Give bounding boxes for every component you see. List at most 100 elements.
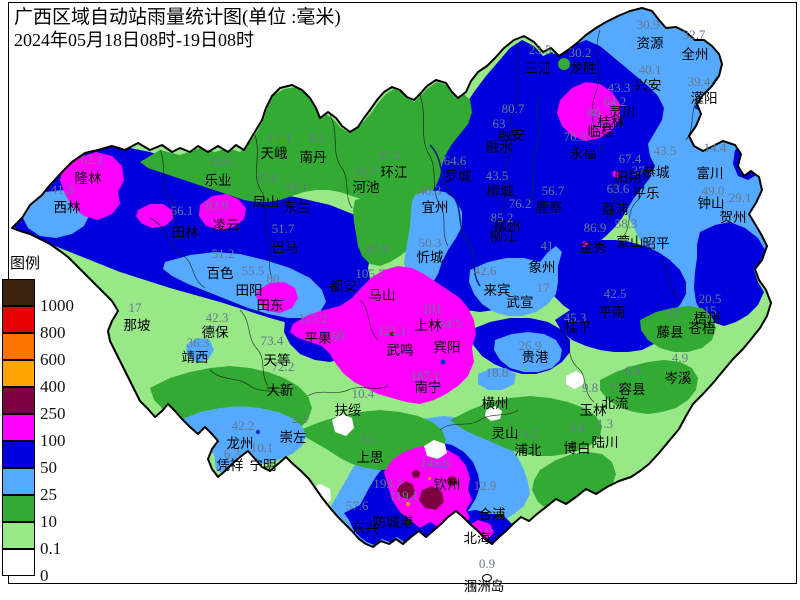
place-name-label: 博白	[564, 440, 591, 456]
legend-title: 图例	[10, 256, 41, 272]
place-name-label: 罗城	[445, 169, 472, 184]
rainfall-value-label: 58.3	[615, 216, 638, 231]
rainfall-value-label: 43.3	[608, 80, 631, 95]
place-name-label: 百色	[207, 265, 234, 281]
legend-label: 400	[40, 377, 66, 396]
map-subtitle: 2024年05月18日08时-19日08时	[14, 30, 254, 50]
rainfall-value-label: 6.4	[625, 363, 642, 378]
legend-entry: 10	[2, 495, 74, 530]
place-name-label: 龙州	[227, 436, 254, 451]
rainfall-value-label: 64.5	[439, 316, 462, 331]
rainfall-value-label: 23.5	[529, 42, 552, 57]
rainfall-value-label: 62.1	[81, 152, 104, 167]
place-name-label: 宁明	[250, 457, 277, 473]
place-name-label: 平果	[305, 331, 332, 346]
place-name-label: 马山	[369, 288, 396, 303]
rainfall-value-label: 9.8	[582, 380, 598, 395]
rainfall-value-label: 49.0	[702, 183, 725, 198]
place-name-label: 三江	[525, 61, 552, 76]
place-name-label: 桂林	[598, 115, 626, 130]
place-name-label: 田林	[172, 225, 199, 240]
rainfall-value-label: 7.4	[609, 380, 626, 395]
place-name-label: 北海	[464, 531, 491, 546]
place-name-label: 富川	[697, 165, 724, 181]
place-name-label: 荔浦	[602, 202, 629, 217]
place-name-label: 容县	[619, 381, 646, 397]
place-name-label: 天等	[264, 352, 291, 368]
place-name-label: 涠洲岛	[464, 579, 505, 594]
place-name-label: 宜州	[422, 200, 449, 215]
rainfall-value-label: 193.7	[373, 476, 403, 491]
place-name-label: 浦北	[515, 443, 543, 458]
rainfall-value-label: 32.7	[683, 27, 706, 42]
rainfall-value-label: 27.2	[378, 148, 401, 163]
place-name-label: 横州	[482, 396, 509, 411]
place-name-label: 巴马	[272, 240, 299, 255]
legend-rows: 1000 800 600 400 250 100 50 25 10 0.1 0	[2, 279, 74, 584]
legend-label: 800	[40, 323, 66, 342]
place-name-label: 柳州	[494, 219, 521, 234]
weizhou-island	[482, 574, 492, 582]
legend-swatch	[2, 279, 35, 306]
place-name-label: 乐业	[205, 173, 232, 188]
rainfall-value-label: 43.5	[654, 143, 677, 158]
place-name-label: 梧州	[694, 311, 721, 326]
rainfall-value-label: 18.8	[486, 365, 509, 380]
rainfall-value-label: 2.1	[292, 411, 308, 426]
place-name-label: 德保	[202, 325, 229, 340]
rainfall-value-label: 14.4	[268, 130, 291, 145]
place-name-label: 靖西	[182, 350, 209, 365]
place-name-label: 隆林	[75, 171, 102, 186]
rainfall-value-label: 69	[332, 328, 345, 343]
place-name-label: 灌阳	[691, 91, 718, 106]
rainfall-value-label: 17	[537, 280, 551, 295]
legend-label: 100	[40, 431, 66, 450]
rainfall-value-label: 19.6	[209, 154, 232, 169]
title-block: 广西区域自动站雨量统计图(单位 :毫米) 2024年05月18日08时-19日0…	[14, 6, 341, 51]
legend-label: 0	[40, 566, 49, 585]
legend-label: 50	[40, 458, 57, 477]
legend-label: 1000	[40, 296, 74, 315]
place-name-label: 天峨	[261, 146, 288, 161]
rainfall-value-label: 40.1	[639, 62, 662, 77]
legend-label: 250	[40, 404, 66, 423]
map-labels: 23.5 30.230.932.740.139.443.364.28070.367…	[51, 17, 752, 594]
place-name-label: 贺州	[720, 210, 747, 225]
place-name-label: 全州	[682, 46, 709, 62]
rainfall-value-label: 85.2	[491, 210, 514, 225]
place-name-label: 凭祥	[217, 458, 244, 473]
rainfall-value-label: 1.3	[597, 416, 613, 431]
rainfall-value-label: 45.3	[564, 310, 587, 325]
rainfall-value-label: 119.1	[390, 488, 419, 503]
place-name-label: 大新	[267, 383, 294, 398]
rainfall-value-label: 70.3	[564, 129, 587, 144]
rainfall-value-label: 105.7	[355, 266, 385, 281]
rainfall-value-label: 8.2	[310, 130, 326, 145]
place-name-label: 南宁	[415, 379, 442, 395]
rainfall-value-label: 3.4	[569, 420, 586, 435]
place-name-label: 崇左	[280, 430, 307, 445]
place-name-label: 武鸣	[387, 342, 414, 358]
place-name-label: 钟山	[698, 195, 725, 211]
rainfall-value-label: 30.2	[569, 45, 592, 60]
rainfall-value-label: 26.9	[519, 338, 542, 353]
legend-entry: 600	[2, 333, 74, 368]
place-name-label: 永福	[570, 146, 597, 161]
legend-swatch	[2, 522, 35, 549]
place-name-label: 合浦	[479, 507, 506, 522]
rainfall-value-label: 17	[129, 300, 143, 315]
place-name-label: 岑溪	[665, 371, 693, 386]
rainfall-value-label: 121.1	[377, 323, 406, 338]
rainfall-value-label: 57.6	[346, 498, 369, 513]
rainfall-value-label: 41.3	[51, 182, 74, 197]
place-name-label: 灵川	[609, 105, 636, 120]
legend-entry: 0	[2, 549, 74, 584]
rainfall-value-label: 82.8	[206, 198, 229, 213]
legend-entry: 250	[2, 387, 74, 422]
rainfall-value-label: 42.2	[232, 418, 255, 433]
place-name-label: 凤山	[253, 195, 280, 210]
rainfall-value-label: 17.6	[255, 171, 278, 186]
rainfall-value-label: 64.2	[604, 94, 627, 109]
